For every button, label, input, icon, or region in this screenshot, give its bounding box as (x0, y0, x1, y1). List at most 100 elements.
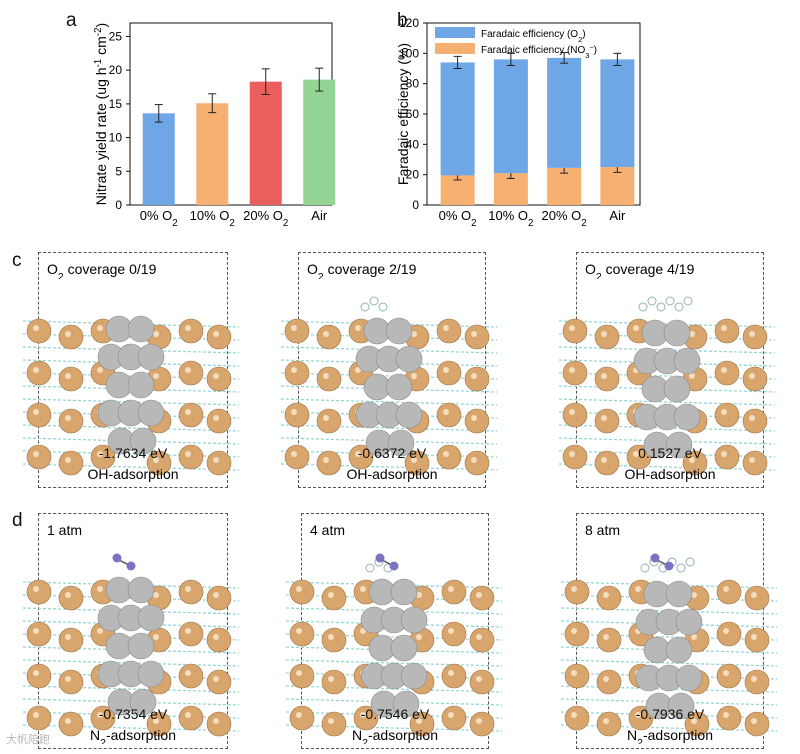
cu-atom (441, 663, 467, 689)
x-tick-label: Air (609, 208, 626, 223)
cu-atom (628, 705, 654, 731)
cu-atom (178, 705, 204, 731)
atom-highlight (65, 331, 71, 337)
atom-highlight (603, 718, 609, 724)
cu-atom (714, 318, 740, 344)
cu-atom (404, 450, 430, 476)
atom-highlight (65, 592, 71, 598)
panel-c-adsorption: OH-adsorption (577, 465, 763, 486)
panel-c-adsorption: OH-adsorption (299, 465, 485, 486)
atom-highlight (291, 451, 297, 457)
y-tick-label: 80 (406, 77, 420, 91)
atom-highlight (411, 457, 417, 463)
adsorbate-atom (640, 563, 650, 573)
cu-atom (469, 669, 495, 695)
atom-highlight (443, 451, 449, 457)
x-tick-label: 20% O2 (542, 208, 587, 229)
y-tick-label: 0 (115, 198, 122, 212)
panel-d-adsorption-label: N2-adsorption (90, 727, 176, 744)
ag-atom (665, 431, 693, 459)
bond (560, 659, 778, 667)
ag-atom (395, 345, 423, 373)
bond (22, 633, 240, 641)
atom-highlight (213, 676, 219, 682)
atom-highlight (153, 592, 159, 598)
cu-atom (562, 402, 588, 428)
bond (285, 633, 503, 641)
atom-highlight (97, 712, 103, 718)
panel-c-adsorption-text: OH-adsorption (87, 466, 178, 482)
panel-d-adsorption-text: N2-adsorption (352, 727, 438, 749)
atom-highlight (97, 628, 103, 634)
cu-atom (316, 366, 342, 392)
panel-c-title-text: O2 coverage 4/19 (585, 261, 695, 283)
atom-highlight (213, 718, 219, 724)
panel-d-adsorption-text: N2-adsorption (627, 727, 713, 749)
panel-d-structure-image (285, 553, 503, 737)
bond (22, 437, 240, 445)
atom-highlight (603, 592, 609, 598)
atom-highlight (476, 718, 482, 724)
cu-atom (742, 450, 768, 476)
y-tick-label: 15 (109, 97, 123, 111)
panel-d-adsorption: N2-adsorption (577, 726, 763, 749)
panel-label-b: b (397, 10, 408, 31)
atom-highlight (633, 325, 639, 331)
ag-atom (665, 580, 693, 608)
atom-highlight (355, 325, 361, 331)
atom-highlight (416, 634, 422, 640)
ag-atom (400, 606, 428, 634)
chart-a: 0 5 10 15 20 25 0% O2 10% O2 20% O2 Air Nitrate yi… (93, 22, 336, 229)
n2-atom (389, 561, 399, 571)
bond (22, 385, 240, 393)
bond (558, 359, 776, 367)
adsorbate-atom (656, 302, 666, 312)
atom-highlight (296, 670, 302, 676)
bond (285, 607, 503, 615)
bond (22, 620, 240, 628)
cu-atom (26, 621, 52, 647)
bond (22, 646, 240, 654)
cu-atom (316, 408, 342, 434)
atom-highlight (291, 409, 297, 415)
cu-atom (441, 705, 467, 731)
cu-atom (289, 579, 315, 605)
panel-d-box-2: 8 atm -0.7936 eV N2-adsorption (560, 513, 778, 749)
n2-atom (126, 561, 136, 571)
cu-atom (26, 402, 52, 428)
atom-highlight (448, 586, 454, 592)
atom-highlight (689, 457, 695, 463)
atom-highlight (33, 451, 39, 457)
atom-highlight (33, 409, 39, 415)
bond (22, 659, 240, 667)
cu-atom (436, 402, 462, 428)
panel-c-adsorption-label: OH-adsorption (624, 466, 715, 482)
crystal-structure (22, 315, 240, 476)
adsorbate-atom (360, 302, 370, 312)
cu-atom (441, 579, 467, 605)
atom-highlight (153, 331, 159, 337)
panel-d-energy: -0.7546 eV (360, 706, 430, 722)
ag-atom (127, 632, 155, 660)
panel-c-title-label: O2 coverage 4/19 (585, 261, 695, 279)
cu-atom (436, 318, 462, 344)
cu-atom (178, 360, 204, 386)
bar-2 (249, 81, 282, 205)
cu-atom (321, 627, 347, 653)
atom-highlight (569, 451, 575, 457)
bond (280, 424, 498, 432)
y-tick-label: 120 (399, 16, 419, 30)
atom-highlight (355, 367, 361, 373)
atom-highlight (291, 325, 297, 331)
atom-highlight (328, 634, 334, 640)
atom-highlight (33, 586, 39, 592)
bond (280, 398, 498, 406)
atom-highlight (185, 712, 191, 718)
atom-highlight (153, 634, 159, 640)
cu-atom (348, 444, 374, 470)
cu-atom (289, 663, 315, 689)
cu-atom (744, 669, 770, 695)
bond (22, 685, 240, 693)
cu-atom (596, 669, 622, 695)
ag-atom (675, 664, 703, 692)
